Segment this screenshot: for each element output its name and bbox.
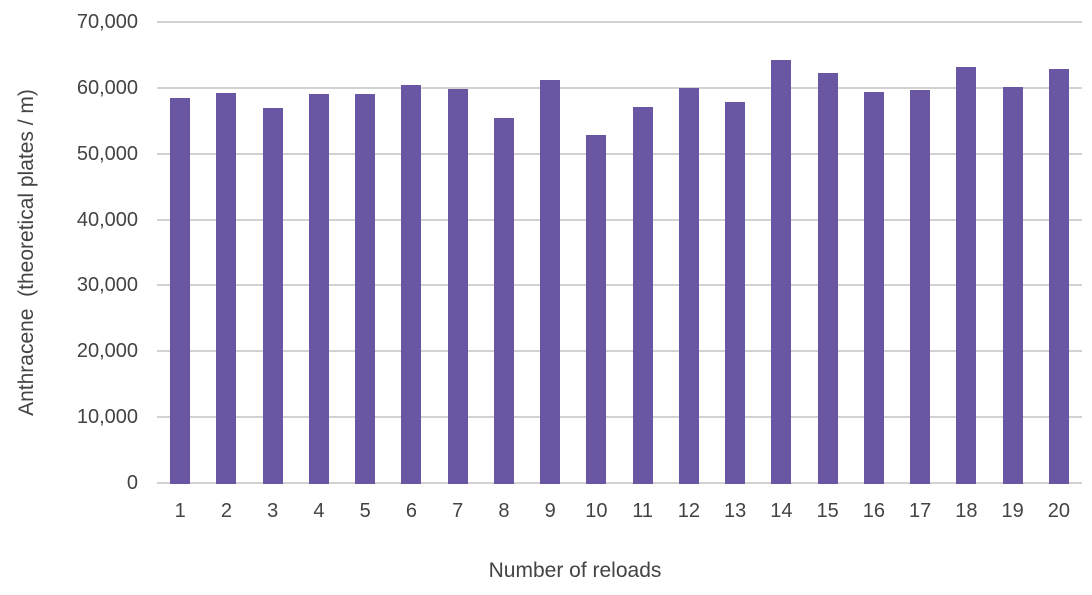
bar	[586, 135, 607, 484]
bar-slot	[481, 21, 527, 484]
bar-slot	[666, 21, 712, 484]
x-tick-label: 16	[862, 500, 885, 522]
bar	[817, 73, 838, 484]
bar	[725, 102, 746, 484]
bar	[262, 108, 283, 484]
bar-slot	[851, 21, 897, 484]
bar	[910, 90, 931, 484]
y-axis-tick-labels: 70,000 60,000 50,000 40,000 30,000 20,000 10,0…	[0, 0, 138, 595]
bar	[170, 98, 191, 484]
bar-slot	[435, 21, 481, 484]
y-tick-label: 0	[126, 472, 138, 494]
x-tick-label: 2	[220, 500, 232, 522]
gridline	[157, 218, 1082, 221]
bar-slot	[527, 21, 573, 484]
bar-slot	[250, 21, 296, 484]
bar	[1002, 87, 1023, 484]
bar	[216, 93, 237, 484]
bar	[1048, 69, 1069, 484]
y-tick-label: 70,000	[76, 11, 138, 33]
bar-slot	[712, 21, 758, 484]
y-tick-label: 20,000	[76, 340, 138, 363]
x-tick-label: 19	[1001, 500, 1024, 522]
x-tick-label: 12	[677, 500, 700, 522]
x-axis-title: Number of reloads	[488, 559, 662, 582]
bar	[540, 79, 561, 484]
bar	[308, 94, 329, 484]
gridline	[157, 284, 1082, 287]
gridline	[157, 350, 1082, 353]
x-tick-label: 15	[816, 500, 839, 522]
bar-slot	[342, 21, 388, 484]
bar	[447, 89, 468, 484]
bar	[401, 85, 422, 484]
x-tick-label: 10	[585, 500, 608, 522]
bar-slot	[897, 21, 943, 484]
bars	[157, 21, 1082, 484]
bar-slot	[620, 21, 666, 484]
y-tick-label: 10,000	[76, 406, 138, 429]
gridline	[157, 21, 1082, 23]
bar	[678, 87, 699, 484]
x-tick-label: 3	[267, 500, 279, 522]
bar-slot	[296, 21, 342, 484]
gridline	[157, 152, 1082, 155]
bar-slot	[805, 21, 851, 484]
gridline	[157, 416, 1082, 419]
gridline	[157, 482, 1082, 484]
gridline	[157, 86, 1082, 89]
bar	[771, 60, 792, 484]
y-tick-label: 60,000	[76, 76, 138, 99]
x-tick-label: 11	[632, 500, 653, 522]
bar	[632, 107, 653, 484]
y-tick-label: 40,000	[76, 208, 138, 231]
x-tick-label: 18	[955, 500, 978, 522]
x-tick-label: 14	[770, 500, 793, 522]
x-tick-label: 1	[174, 500, 186, 522]
x-tick-label: 17	[909, 500, 932, 522]
bar	[956, 67, 977, 484]
plot-area	[157, 21, 1082, 484]
x-tick-label: 8	[498, 500, 510, 522]
y-tick-label: 30,000	[76, 274, 138, 297]
bar	[493, 118, 514, 484]
bar-slot	[943, 21, 989, 484]
x-tick-label: 7	[452, 500, 464, 522]
y-tick-label: 50,000	[76, 142, 138, 165]
bar-slot	[1036, 21, 1082, 484]
x-tick-label: 13	[724, 500, 747, 522]
bar-slot	[157, 21, 203, 484]
x-tick-label: 6	[405, 500, 417, 522]
x-tick-label: 4	[313, 500, 325, 522]
bar-slot	[388, 21, 434, 484]
bar-slot	[203, 21, 249, 484]
x-tick-label: 5	[359, 500, 371, 522]
bar	[863, 91, 884, 484]
bar-slot	[573, 21, 619, 484]
bar-slot	[990, 21, 1036, 484]
x-tick-label: 20	[1047, 500, 1070, 522]
x-axis-tick-labels: 1 2 3 4 5 6 7 8 9 10 11 12 13 14 15 16 17 18 19 20	[157, 500, 1082, 523]
bar-slot	[758, 21, 804, 484]
bar	[355, 93, 376, 484]
x-tick-label: 9	[544, 500, 556, 522]
